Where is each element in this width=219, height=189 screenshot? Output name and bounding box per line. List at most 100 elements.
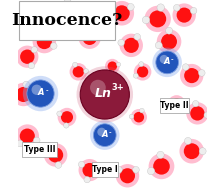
Circle shape (55, 162, 62, 168)
Circle shape (73, 66, 84, 77)
Circle shape (134, 33, 141, 40)
Circle shape (79, 159, 101, 181)
Circle shape (120, 34, 143, 57)
Text: Type I: Type I (92, 165, 118, 174)
Circle shape (168, 95, 185, 113)
Circle shape (133, 73, 138, 78)
Circle shape (94, 124, 116, 146)
Circle shape (186, 102, 208, 125)
Text: 3+: 3+ (111, 83, 124, 92)
Text: Type III: Type III (24, 145, 55, 154)
Circle shape (64, 123, 69, 128)
Circle shape (177, 8, 192, 23)
Circle shape (149, 153, 174, 179)
Circle shape (118, 39, 125, 46)
Circle shape (31, 46, 37, 53)
Circle shape (133, 167, 139, 173)
Circle shape (23, 81, 30, 88)
Circle shape (83, 31, 97, 45)
Circle shape (37, 34, 52, 49)
Circle shape (134, 112, 144, 122)
Circle shape (20, 129, 35, 144)
Circle shape (83, 163, 97, 177)
Circle shape (149, 10, 166, 27)
Text: A: A (164, 57, 170, 66)
Text: A: A (37, 88, 44, 97)
Circle shape (23, 76, 58, 111)
Circle shape (61, 111, 73, 123)
Circle shape (114, 5, 130, 21)
Circle shape (27, 80, 54, 107)
Circle shape (204, 112, 210, 118)
Circle shape (157, 29, 181, 54)
Circle shape (157, 151, 164, 159)
FancyBboxPatch shape (92, 162, 118, 177)
FancyBboxPatch shape (160, 98, 189, 113)
Circle shape (84, 69, 88, 74)
Text: Type II: Type II (160, 101, 189, 110)
Circle shape (17, 140, 23, 147)
Text: A: A (102, 130, 108, 139)
Text: -: - (171, 57, 174, 62)
FancyBboxPatch shape (19, 1, 115, 40)
Circle shape (129, 114, 134, 119)
Circle shape (152, 48, 182, 77)
Circle shape (179, 139, 204, 163)
Circle shape (46, 13, 52, 20)
Text: -: - (109, 130, 111, 135)
Circle shape (105, 59, 120, 74)
Circle shape (33, 15, 48, 30)
Circle shape (171, 98, 182, 110)
Circle shape (42, 151, 49, 157)
Circle shape (109, 3, 116, 10)
Circle shape (173, 5, 180, 11)
Circle shape (12, 83, 35, 106)
Circle shape (48, 147, 63, 163)
Circle shape (16, 87, 31, 102)
Circle shape (33, 30, 56, 53)
Circle shape (184, 68, 199, 83)
Circle shape (62, 6, 80, 24)
Circle shape (80, 70, 129, 119)
Circle shape (153, 158, 170, 175)
Circle shape (156, 51, 178, 74)
Circle shape (96, 35, 103, 41)
Circle shape (90, 80, 106, 95)
Circle shape (178, 108, 184, 113)
Circle shape (199, 148, 206, 155)
Circle shape (157, 4, 164, 11)
Circle shape (64, 0, 72, 7)
Circle shape (134, 63, 151, 81)
Circle shape (72, 62, 78, 67)
Circle shape (50, 43, 57, 49)
Circle shape (180, 64, 203, 87)
Circle shape (83, 25, 89, 32)
Circle shape (172, 3, 196, 27)
Circle shape (190, 106, 205, 121)
Circle shape (32, 84, 42, 95)
Circle shape (108, 61, 117, 71)
Circle shape (124, 38, 139, 53)
Text: -: - (45, 88, 48, 93)
Circle shape (40, 29, 47, 36)
Circle shape (140, 108, 144, 113)
Circle shape (97, 128, 106, 136)
Circle shape (57, 1, 85, 29)
Circle shape (161, 34, 177, 50)
Circle shape (193, 101, 199, 107)
Circle shape (155, 42, 162, 49)
Circle shape (145, 6, 171, 32)
Circle shape (127, 3, 134, 10)
Circle shape (58, 108, 76, 127)
Circle shape (166, 27, 173, 34)
Circle shape (184, 137, 191, 144)
Circle shape (198, 70, 205, 76)
Circle shape (16, 124, 39, 148)
Circle shape (79, 27, 101, 49)
Circle shape (29, 11, 52, 34)
Circle shape (131, 109, 147, 125)
Circle shape (70, 63, 87, 81)
Circle shape (182, 64, 189, 70)
Circle shape (116, 164, 139, 187)
Circle shape (110, 1, 134, 26)
